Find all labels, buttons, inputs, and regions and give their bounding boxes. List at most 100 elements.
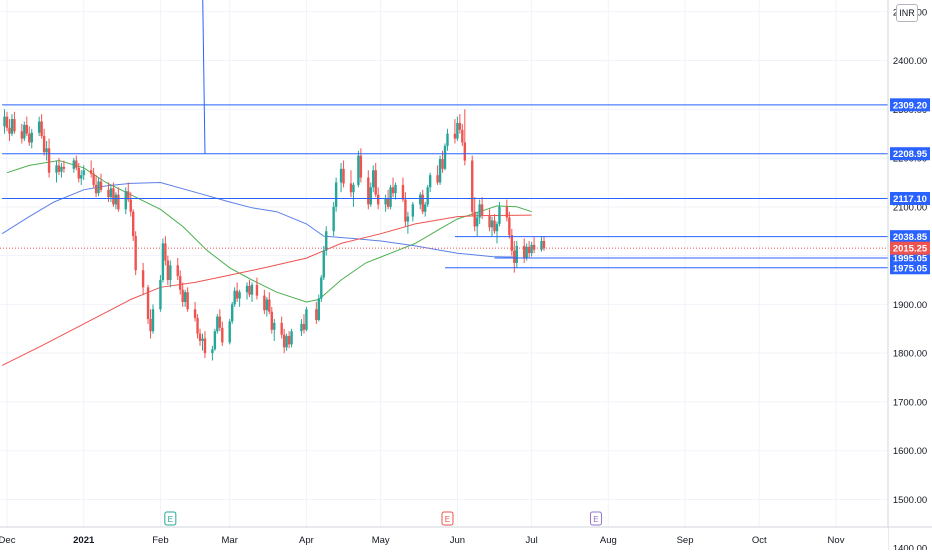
candle-up (290, 328, 293, 348)
level-price-label: 2117.10 (890, 192, 930, 206)
candle-body (342, 168, 345, 184)
candle-down (5, 111, 9, 132)
candle-body (369, 187, 372, 205)
candle-body (374, 170, 377, 195)
candle-down (349, 170, 353, 198)
candle-body (357, 155, 360, 185)
candle-body (270, 311, 273, 330)
candle-down (25, 116, 28, 137)
candle-body (92, 173, 95, 185)
candle-body (473, 211, 476, 227)
candle-body (352, 184, 355, 193)
candle-body (280, 322, 283, 335)
candle-body (203, 338, 207, 354)
candle-up (325, 226, 328, 256)
candle-up (322, 245, 325, 281)
candle-body (10, 119, 14, 134)
candle-body (146, 287, 150, 320)
candle-down (248, 280, 251, 298)
candle-down (166, 255, 170, 285)
candle-body (376, 194, 380, 205)
earnings-label: E (445, 515, 450, 524)
candle-body (221, 327, 224, 343)
candle-body (57, 165, 61, 172)
candle-up (161, 238, 165, 283)
candle-body (540, 240, 543, 250)
candle-down (42, 128, 46, 156)
candle-down (94, 175, 98, 198)
candle-up (372, 165, 375, 193)
candle-up (443, 143, 447, 171)
price-tick-label: 1400.00 (893, 544, 927, 550)
candle-body (332, 206, 335, 232)
candle-body (471, 160, 474, 212)
candle-down (532, 237, 536, 254)
time-tick-label: Jun (450, 535, 465, 546)
candle-body (391, 187, 395, 194)
level-price-bg (890, 147, 930, 161)
time-axis-bg (0, 527, 888, 550)
candle-up (3, 109, 6, 134)
candle-body (265, 299, 269, 311)
candle-body (475, 217, 479, 227)
price-axis-bg (888, 0, 932, 550)
earnings-badge (164, 511, 177, 526)
candle-body (8, 127, 11, 134)
candle-up (352, 182, 355, 207)
candle-body (233, 290, 236, 305)
earnings-label: E (593, 515, 598, 524)
candle-down (527, 240, 531, 259)
time-tick-label: Jul (526, 535, 538, 546)
candle-body (498, 206, 501, 224)
candle-up (498, 201, 501, 227)
candle-body (164, 243, 167, 261)
candle-body (268, 299, 271, 312)
level-price-label: 1995.05 (890, 251, 930, 265)
candle-body (109, 188, 113, 198)
candle-body (461, 129, 464, 143)
candles (3, 109, 546, 361)
candle-body (532, 244, 536, 250)
candle-down (129, 192, 132, 217)
candle-down (20, 123, 24, 144)
candle-body (47, 148, 51, 173)
candle-down (270, 306, 273, 334)
price-tick-label: 2400.00 (893, 56, 927, 67)
candle-body (80, 175, 83, 179)
candle-body (255, 284, 259, 296)
candle-body (542, 240, 546, 249)
candle-down (458, 114, 462, 134)
candle-body (349, 183, 353, 193)
candle-up (305, 306, 308, 332)
last-price-label: 2015.25 (890, 241, 930, 255)
candle-down (164, 236, 167, 266)
candle-up (273, 319, 276, 341)
candle-body (401, 184, 405, 200)
candle-down (186, 287, 189, 312)
candle-body (493, 220, 496, 232)
candle-up (475, 211, 479, 237)
candle-up (424, 201, 427, 217)
candle-down (342, 160, 345, 188)
candle-body (490, 220, 494, 228)
candle-body (166, 260, 170, 281)
earnings-marker: E (164, 511, 177, 526)
candle-body (211, 349, 214, 354)
candle-body (55, 165, 58, 173)
candle-body (75, 160, 78, 168)
currency-label[interactable]: INR (896, 4, 918, 22)
time-tick-label: May (372, 535, 390, 546)
candle-up (233, 287, 236, 307)
level-price-label: 2038.85 (890, 230, 930, 244)
candle-body (141, 270, 145, 288)
candle-body (322, 250, 325, 278)
moving-average-2 (1, 181, 517, 258)
candle-body (25, 124, 28, 134)
candle-down (235, 282, 239, 302)
candle-up (285, 333, 288, 351)
price-tick-label: 1800.00 (893, 349, 927, 360)
candle-down (302, 314, 306, 334)
candle-body (245, 285, 249, 293)
candle-down (436, 165, 439, 185)
